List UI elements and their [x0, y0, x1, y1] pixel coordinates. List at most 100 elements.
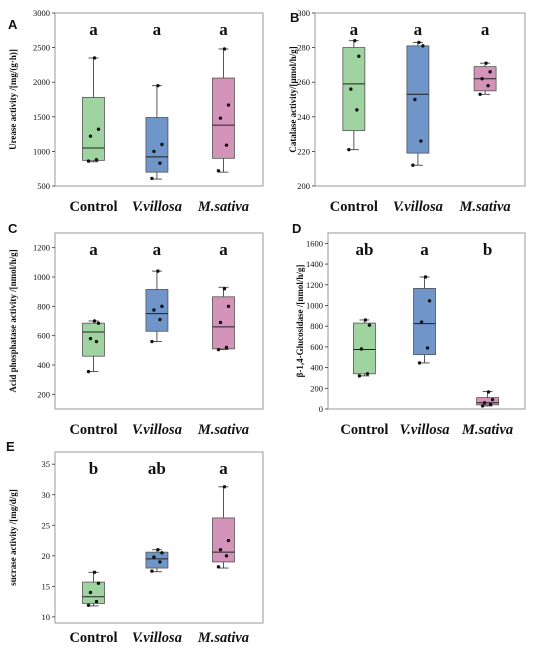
data-point	[222, 287, 227, 291]
y-tick-label: 30	[42, 490, 51, 500]
significance-letter: a	[219, 20, 228, 39]
significance-letter: ab	[148, 459, 166, 478]
data-point	[150, 176, 154, 181]
data-point	[92, 56, 97, 60]
data-point	[150, 569, 154, 573]
iqr-box	[145, 289, 169, 332]
y-tick-label: 1200	[306, 280, 323, 290]
data-point	[158, 560, 162, 564]
data-point	[160, 142, 164, 147]
significance-letter: a	[481, 20, 490, 39]
x-category-label: Control	[340, 422, 388, 438]
y-axis-label: Acid phosphatase activity /[nmol/h/g]	[8, 249, 18, 392]
y-tick-label: 800	[37, 301, 50, 311]
data-point	[156, 548, 160, 552]
plot-frame	[327, 232, 526, 410]
significance-letter: b	[89, 459, 98, 478]
data-point	[486, 83, 490, 88]
plot-frame	[54, 232, 264, 410]
data-point	[419, 320, 424, 324]
data-point	[353, 38, 357, 43]
iqr-box	[82, 581, 105, 604]
data-point	[86, 603, 91, 607]
chart-panel-e: E 10 15 20 25 30 35 sucrase activity /[mg/d/g] b…	[6, 439, 264, 646]
data-point	[158, 161, 162, 165]
data-point	[488, 402, 493, 407]
y-tick-label: 3000	[33, 8, 50, 18]
x-category-label: M.sativa	[197, 199, 249, 215]
data-point	[96, 581, 101, 586]
chart-panel-d: D 0 200 400 600 800 1000 1200 1400 1600 β-1,4-Gluc…	[292, 221, 526, 438]
y-axis-label: Urease activity /[mg/(g·h)]	[8, 49, 18, 150]
data-point	[156, 83, 160, 88]
x-category-label: M.sativa	[459, 199, 511, 215]
box-control: a Control	[330, 20, 378, 215]
box-v-villosa: a V.villosa	[132, 240, 182, 438]
box-m-sativa: a M.sativa	[197, 240, 249, 438]
data-point	[357, 374, 362, 378]
iqr-box	[145, 551, 169, 569]
y-tick-label: 220	[297, 146, 310, 156]
chart-panel-b: B 200 220 240 260 280 300 Catalase activity/[μm…	[288, 8, 526, 215]
plot-frame	[54, 451, 264, 624]
data-point	[347, 147, 351, 152]
y-tick-label: 260	[297, 77, 310, 87]
box-v-villosa: a V.villosa	[393, 20, 443, 215]
data-point	[218, 548, 223, 552]
significance-letter: a	[89, 20, 98, 39]
iqr-box	[212, 77, 235, 159]
y-tick-label: 600	[310, 342, 323, 352]
box-control: b Control	[69, 459, 117, 646]
y-tick-label: 500	[37, 181, 50, 191]
box-m-sativa: b M.sativa	[461, 240, 513, 438]
plot-frame	[314, 12, 526, 187]
y-tick-label: 1200	[33, 243, 50, 253]
iqr-box	[212, 517, 235, 563]
data-point	[152, 308, 156, 312]
y-tick-label: 1000	[33, 146, 50, 156]
data-point	[365, 372, 370, 376]
x-category-label: Control	[330, 199, 378, 215]
data-point	[480, 77, 484, 81]
y-axis-label: sucrase activity /[mg/d/g]	[8, 489, 18, 585]
x-category-label: M.sativa	[461, 422, 513, 438]
iqr-box	[82, 322, 105, 357]
data-point	[357, 54, 361, 58]
data-point	[216, 347, 221, 352]
box-control: ab Control	[340, 240, 388, 438]
box-v-villosa: ab V.villosa	[132, 459, 182, 646]
box-v-villosa: a V.villosa	[132, 20, 182, 215]
chart-panel-c: C 200 400 600 800 1000 1200 Acid phosphatase ac…	[8, 221, 264, 438]
data-point	[92, 570, 97, 575]
data-point	[96, 127, 101, 131]
y-tick-label: 0	[319, 404, 323, 414]
data-point	[349, 87, 353, 91]
data-point	[222, 47, 227, 51]
data-point	[94, 158, 99, 162]
iqr-box	[212, 296, 235, 350]
box-v-villosa: a V.villosa	[399, 240, 449, 438]
data-point	[480, 404, 485, 408]
panel-label: A	[8, 17, 18, 32]
y-tick-label: 800	[310, 321, 323, 331]
data-point	[486, 390, 491, 394]
data-point	[413, 97, 417, 102]
data-point	[411, 163, 415, 167]
significance-letter: a	[420, 240, 429, 259]
y-axis-label: Catalase activity/[μmol/h/g]	[288, 46, 298, 152]
significance-letter: b	[483, 240, 492, 259]
data-point	[94, 599, 99, 604]
y-tick-label: 200	[310, 383, 323, 393]
y-tick-label: 1000	[33, 272, 50, 282]
data-point	[160, 304, 164, 309]
data-point	[226, 538, 231, 543]
panel-label: B	[290, 10, 299, 25]
data-point	[224, 345, 229, 350]
data-point	[88, 336, 93, 341]
significance-letter: a	[219, 459, 228, 478]
chart-panel-a: A 500 1000 1500 2000 2500 3000 Urease activity …	[8, 8, 264, 215]
box-control: a Control	[69, 240, 117, 438]
data-point	[417, 40, 421, 45]
data-point	[367, 323, 372, 327]
